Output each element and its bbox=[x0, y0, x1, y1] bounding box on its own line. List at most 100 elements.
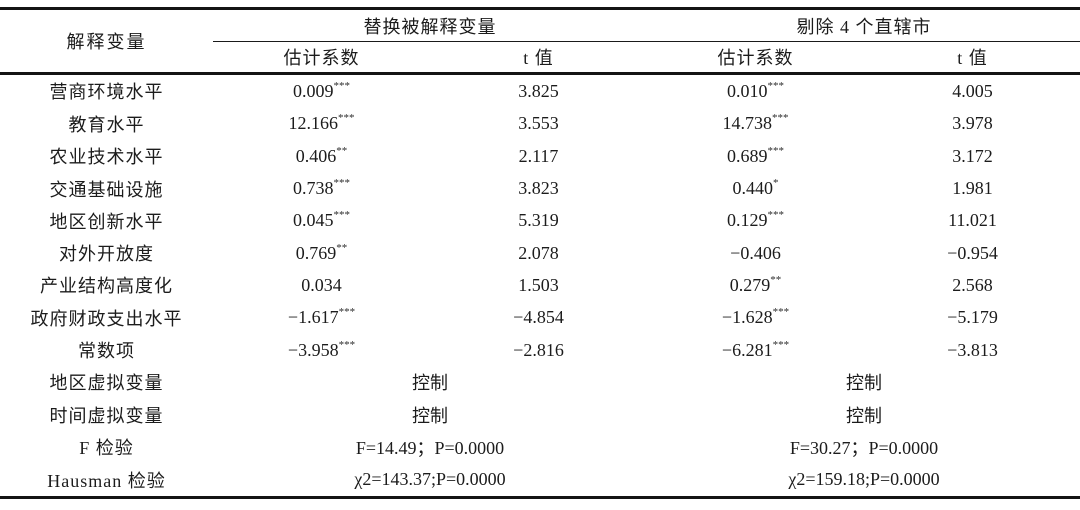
cell-value: −3.813 bbox=[947, 339, 998, 360]
table-row: 产业结构高度化 0.034 1.503 0.279** 2.568 bbox=[0, 269, 1080, 301]
coefficient-cell: 0.406** bbox=[213, 140, 430, 172]
cell-value: 3.172 bbox=[952, 145, 993, 166]
coefficient-cell: 0.440* bbox=[647, 172, 864, 204]
cell-value: 0.406 bbox=[295, 145, 337, 166]
table-row: 地区创新水平 0.045*** 5.319 0.129*** 11.021 bbox=[0, 205, 1080, 237]
coefficient-cell: 0.738*** bbox=[213, 172, 430, 204]
cell-value: −2.816 bbox=[513, 339, 564, 360]
table-row: 营商环境水平 0.009*** 3.825 0.010*** 4.005 bbox=[0, 74, 1080, 108]
coefficient-cell: −1.628*** bbox=[647, 302, 864, 334]
cell-value: 3.553 bbox=[518, 113, 559, 134]
t-value-cell: −3.813 bbox=[864, 334, 1080, 366]
table-row: 常数项 −3.958*** −2.816 −6.281*** −3.813 bbox=[0, 334, 1080, 366]
significance-stars: *** bbox=[772, 306, 790, 319]
t-value-cell: 11.021 bbox=[864, 205, 1080, 237]
merged-value-cell: 控制 bbox=[412, 373, 448, 394]
t-value-cell: 2.117 bbox=[430, 140, 647, 172]
significance-stars: *** bbox=[333, 79, 351, 92]
row-label: 政府财政支出水平 bbox=[30, 308, 183, 329]
t-value-cell: 2.078 bbox=[430, 237, 647, 269]
table-row: 政府财政支出水平 −1.617*** −4.854 −1.628*** −5.179 bbox=[0, 302, 1080, 334]
group-header-exclude-4-municipalities: 剔除 4 个直辖市 bbox=[647, 8, 1080, 42]
t-value-cell: 4.005 bbox=[864, 74, 1080, 108]
t-value-cell: 3.978 bbox=[864, 108, 1080, 140]
merged-value-cell: F=30.27；P=0.0000 bbox=[789, 438, 939, 459]
cell-value: −1.617 bbox=[287, 307, 339, 328]
coefficient-cell: −6.281*** bbox=[647, 334, 864, 366]
subheader-t-value-left: t 值 bbox=[430, 41, 647, 75]
cell-value: 0.769 bbox=[295, 242, 337, 263]
subheader-t-value-right: t 值 bbox=[864, 41, 1080, 75]
coefficient-cell: −3.958*** bbox=[213, 334, 430, 366]
row-label: Hausman 检验 bbox=[47, 470, 166, 491]
cell-value: 0.045 bbox=[293, 210, 334, 231]
t-value-cell: 3.553 bbox=[430, 108, 647, 140]
t-value-cell: 2.568 bbox=[864, 269, 1080, 301]
cell-value: 2.117 bbox=[518, 145, 559, 166]
merged-value-cell: χ2=159.18;P=0.0000 bbox=[788, 469, 940, 490]
cell-value: 5.319 bbox=[518, 210, 559, 231]
merged-value-cell: 控制 bbox=[846, 405, 882, 426]
significance-stars: *** bbox=[767, 79, 785, 92]
group-header-replace-dependent-variable: 替换被解释变量 bbox=[213, 8, 647, 42]
cell-value: 2.078 bbox=[518, 242, 559, 263]
significance-stars: ** bbox=[336, 241, 348, 254]
significance-stars: *** bbox=[333, 177, 351, 189]
explanatory-variable-header: 解释变量 bbox=[0, 8, 213, 75]
row-label: 时间虚拟变量 bbox=[49, 405, 164, 426]
cell-value: 0.440 bbox=[732, 178, 774, 198]
cell-value: 1.981 bbox=[952, 178, 993, 198]
cell-value: 3.978 bbox=[952, 113, 993, 134]
cell-value: 3.825 bbox=[518, 80, 559, 101]
coefficient-cell: 0.769** bbox=[213, 237, 430, 269]
t-value-cell: 1.981 bbox=[864, 172, 1080, 204]
table-row: Hausman 检验 χ2=143.37;P=0.0000 χ2=159.18;P=… bbox=[0, 463, 1080, 497]
coefficient-cell: 0.129*** bbox=[647, 205, 864, 237]
coefficient-cell: 12.166*** bbox=[213, 108, 430, 140]
t-value-cell: 1.503 bbox=[430, 269, 647, 301]
coefficient-cell: 0.279** bbox=[647, 269, 864, 301]
significance-stars: * bbox=[773, 177, 779, 189]
row-label: 地区创新水平 bbox=[49, 211, 164, 232]
significance-stars: *** bbox=[767, 144, 785, 157]
cell-value: 0.689 bbox=[727, 145, 768, 166]
merged-value-cell: χ2=143.37;P=0.0000 bbox=[354, 469, 506, 490]
table-row: 时间虚拟变量 控制 控制 bbox=[0, 399, 1080, 431]
coefficient-cell: 0.689*** bbox=[647, 140, 864, 172]
cell-value: −4.854 bbox=[513, 307, 564, 328]
row-label: 农业技术水平 bbox=[49, 147, 164, 168]
significance-stars: *** bbox=[772, 112, 789, 125]
cell-value: 4.005 bbox=[952, 80, 993, 101]
merged-value-cell: 控制 bbox=[412, 405, 448, 426]
cell-value: 2.568 bbox=[952, 274, 993, 295]
significance-stars: *** bbox=[772, 338, 790, 351]
row-label: 交通基础设施 bbox=[49, 179, 164, 200]
merged-value-cell: 控制 bbox=[846, 373, 882, 394]
table-row: F 检验 F=14.49；P=0.0000 F=30.27；P=0.0000 bbox=[0, 431, 1080, 463]
cell-value: −0.406 bbox=[730, 242, 781, 263]
regression-results-table: 解释变量 替换被解释变量 剔除 4 个直辖市 估计系数 t 值 估计系数 t 值… bbox=[0, 7, 1080, 499]
coefficient-cell: 0.009*** bbox=[213, 74, 430, 108]
significance-stars: ** bbox=[770, 273, 782, 286]
cell-value: 0.129 bbox=[727, 210, 768, 231]
row-label: 对外开放度 bbox=[59, 244, 154, 265]
coefficient-cell: −1.617*** bbox=[213, 302, 430, 334]
row-label: 教育水平 bbox=[68, 114, 145, 135]
sub-header-row: 估计系数 t 值 估计系数 t 值 bbox=[0, 41, 1080, 75]
row-label: 地区虚拟变量 bbox=[49, 373, 164, 394]
significance-stars: *** bbox=[333, 209, 351, 222]
cell-value: 0.009 bbox=[293, 80, 334, 101]
row-label: 产业结构高度化 bbox=[40, 276, 173, 297]
cell-value: −6.281 bbox=[721, 339, 773, 360]
table-row: 交通基础设施 0.738*** 3.823 0.440* 1.981 bbox=[0, 172, 1080, 204]
coefficient-cell: 0.034 bbox=[213, 269, 430, 301]
significance-stars: *** bbox=[338, 306, 356, 319]
cell-value: 1.503 bbox=[518, 274, 559, 295]
table-body: 营商环境水平 0.009*** 3.825 0.010*** 4.005 教育水平 12.1… bbox=[0, 74, 1080, 498]
cell-value: −5.179 bbox=[947, 307, 998, 328]
t-value-cell: −4.854 bbox=[430, 302, 647, 334]
significance-stars: *** bbox=[338, 338, 356, 351]
table-row: 地区虚拟变量 控制 控制 bbox=[0, 366, 1080, 398]
t-value-cell: 3.823 bbox=[430, 172, 647, 204]
table-row: 农业技术水平 0.406** 2.117 0.689*** 3.172 bbox=[0, 140, 1080, 172]
